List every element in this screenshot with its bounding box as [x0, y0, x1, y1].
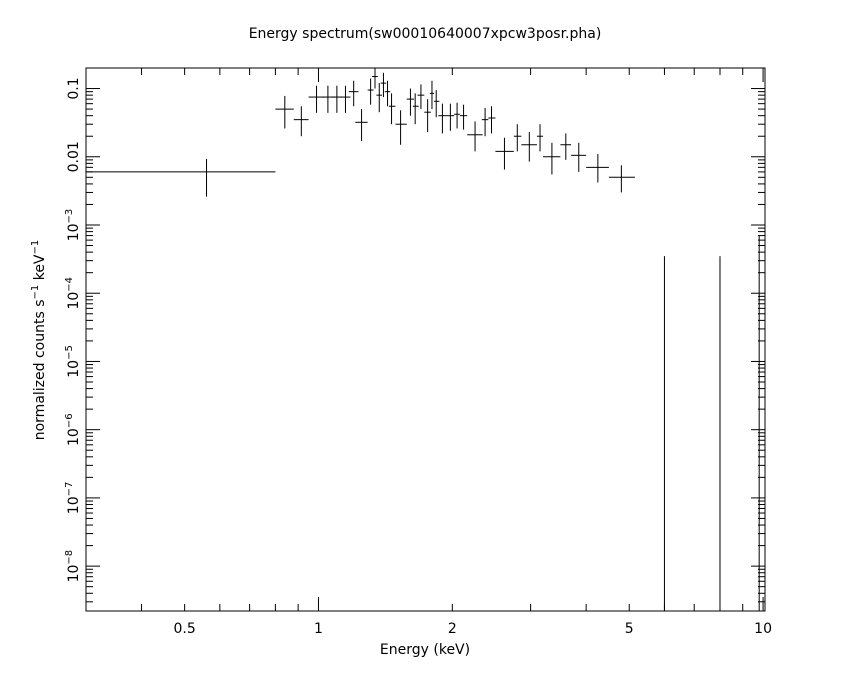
data-point — [536, 124, 544, 152]
data-point — [308, 85, 325, 113]
data-point — [376, 83, 383, 113]
data-point — [355, 109, 368, 142]
y-axis-label: normalized counts s−1 keV−1 — [30, 240, 48, 441]
data-point — [388, 93, 396, 125]
chart-title: Energy spectrum(sw00010640007xpcw3posr.p… — [249, 26, 602, 42]
x-tick-label: 2 — [448, 621, 457, 637]
data-point — [543, 142, 561, 175]
data-point — [481, 107, 489, 137]
x-axis-label: Energy (keV) — [380, 642, 470, 658]
data-point — [331, 85, 343, 113]
data-point — [438, 103, 447, 134]
data-point — [340, 85, 351, 113]
y-tick-label: 10−4 — [64, 277, 82, 310]
data-point — [434, 90, 440, 118]
data-point — [395, 110, 407, 145]
y-tick-label: 0.01 — [66, 141, 82, 172]
y-tick-label: 10−3 — [64, 209, 82, 242]
data-point — [406, 88, 414, 116]
data-point — [86, 158, 276, 197]
data-point — [454, 102, 460, 129]
data-point — [367, 78, 374, 105]
y-axis-ticks: 0.1 0.01 10−3 10−4 10−5 10−6 10−7 10−8 — [64, 67, 765, 603]
data-point — [293, 106, 309, 137]
data-point — [586, 153, 609, 183]
x-tick-label: 5 — [625, 621, 634, 637]
data-point — [384, 80, 391, 107]
data-point — [446, 103, 455, 131]
y-axis-label-exp1: −1 — [30, 285, 41, 300]
y-tick-label: 10−7 — [64, 482, 82, 515]
y-tick-label: 0.1 — [66, 77, 82, 99]
data-point — [608, 165, 635, 193]
data-point — [429, 80, 435, 110]
data-point — [424, 99, 431, 133]
x-tick-label: 10 — [754, 621, 772, 637]
data-point — [322, 85, 336, 113]
data-point — [560, 133, 572, 160]
y-tick-label: 10−8 — [64, 550, 82, 583]
data-point — [571, 142, 587, 172]
y-axis-label-main: normalized counts s — [32, 299, 48, 440]
data-point — [348, 80, 359, 107]
x-tick-label: 1 — [314, 621, 323, 637]
plot-frame — [85, 67, 766, 612]
data-point — [372, 68, 378, 89]
data-point — [380, 72, 387, 98]
data-point — [513, 124, 522, 152]
data-points — [86, 68, 760, 611]
y-tick-label: 10−5 — [64, 345, 82, 378]
data-point — [495, 137, 514, 170]
data-point — [417, 84, 425, 110]
x-tick-label: 0.5 — [174, 621, 196, 637]
y-tick-label: 10−6 — [64, 413, 82, 446]
data-point — [459, 104, 468, 130]
y-axis-label-exp2: −1 — [30, 240, 41, 255]
x-axis-ticks: 0.5 1 2 5 10 — [85, 68, 772, 637]
data-point — [275, 95, 294, 129]
data-point — [521, 132, 537, 162]
data-point — [467, 121, 483, 152]
data-point — [412, 93, 419, 125]
data-point — [488, 106, 496, 134]
y-axis-label-unit: keV — [32, 254, 48, 285]
